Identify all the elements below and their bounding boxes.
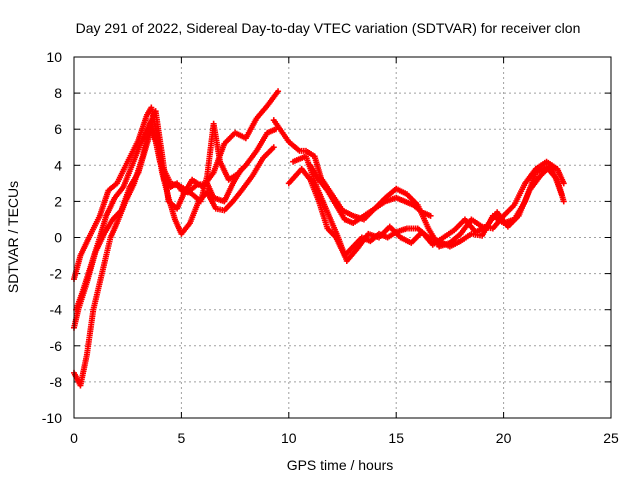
series-track-4 (73, 88, 282, 313)
grid-lines (74, 57, 611, 418)
plot-frame (73, 56, 612, 419)
x-tick-labels: 0 5 10 15 20 25 (70, 430, 619, 446)
y-tick-label: 2 (54, 193, 62, 209)
data-points (71, 88, 567, 389)
y-tick-labels: -10 -8 -6 -4 -2 0 2 4 6 8 10 (42, 49, 62, 426)
data-point (270, 144, 277, 151)
data-point (427, 212, 434, 219)
y-tick-label: 8 (54, 85, 62, 101)
x-tick-label: 10 (281, 430, 297, 446)
data-point (275, 88, 282, 95)
y-tick-label: 4 (54, 157, 62, 173)
x-tick-label: 20 (496, 430, 512, 446)
y-tick-label: -8 (50, 374, 63, 390)
series-track-8 (307, 162, 434, 227)
data-point (558, 191, 565, 198)
y-tick-label: -6 (50, 338, 63, 354)
chart-title: Day 291 of 2022, Sidereal Day-to-day VTE… (76, 20, 581, 36)
x-tick-label: 15 (388, 430, 404, 446)
series-track-7 (290, 153, 565, 264)
x-axis-label: GPS time / hours (287, 457, 394, 473)
x-tick-label: 25 (603, 430, 619, 446)
y-tick-label: 10 (46, 49, 62, 65)
data-point (560, 198, 567, 205)
y-tick-label: -10 (42, 410, 62, 426)
x-tick-label: 0 (70, 430, 78, 446)
y-axis-label: SDTVAR / TECUs (5, 181, 21, 293)
y-tick-label: 6 (54, 121, 62, 137)
y-tick-label: -4 (50, 302, 63, 318)
x-tick-label: 5 (178, 430, 186, 446)
y-tick-label: 0 (54, 230, 62, 246)
y-tick-label: -2 (50, 266, 63, 282)
data-point (560, 180, 567, 187)
